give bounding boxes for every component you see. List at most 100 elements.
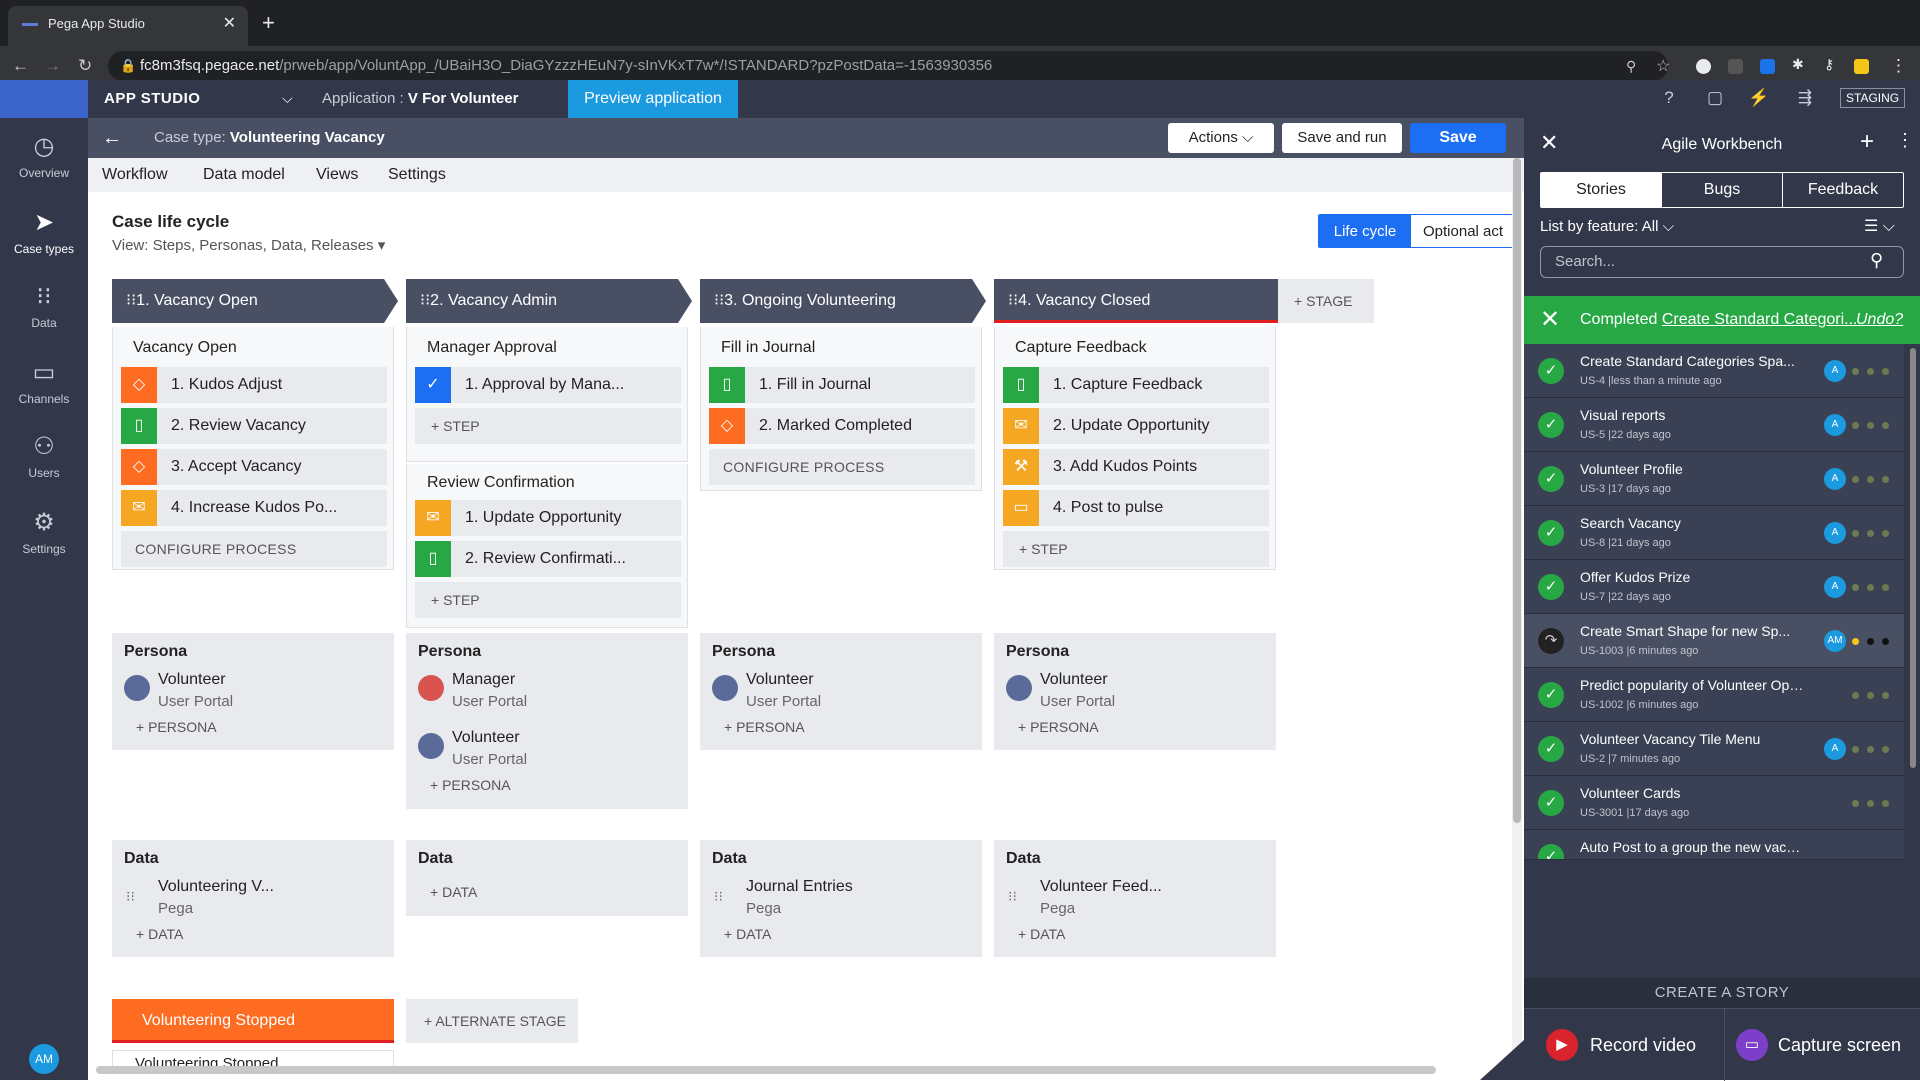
nav-channels[interactable]: ▭ Channels [0, 358, 88, 406]
tab-feedback[interactable]: Feedback [1807, 181, 1879, 198]
story-item[interactable]: ✓ Auto Post to a group the new vacanc... [1524, 830, 1904, 860]
save-button[interactable]: Save [1410, 123, 1506, 153]
step[interactable]: ✉ 2. Update Opportunity [1003, 408, 1269, 444]
add-data-button[interactable]: + DATA [724, 926, 772, 942]
pega-logo[interactable] [0, 80, 88, 118]
tab-bugs[interactable]: Bugs [1662, 173, 1783, 207]
story-item[interactable]: ↷ Create Smart Shape for new Sp... US-1003… [1524, 614, 1904, 668]
persona-item[interactable]: Volunteer User Portal [1006, 671, 1266, 719]
process-title[interactable]: Fill in Journal [721, 339, 816, 356]
data-item[interactable]: ⁝⁝ Volunteering V... Pega [126, 878, 274, 917]
reload-icon[interactable]: ↻ [78, 56, 93, 75]
close-icon[interactable]: ✕ [1540, 130, 1559, 155]
branch-icon[interactable]: ⇶ [1797, 88, 1813, 107]
story-item[interactable]: ✓ Search Vacancy US-8 |21 days ago A [1524, 506, 1904, 560]
tab-workflow[interactable]: Workflow [88, 158, 182, 195]
completed-story-link[interactable]: Create Standard Categori... [1661, 311, 1858, 328]
step[interactable]: ◇ 2. Marked Completed [709, 408, 975, 444]
step[interactable]: ▯ 1. Capture Feedback [1003, 367, 1269, 403]
stage-header[interactable]: ⁝⁝1. Vacancy Open [112, 279, 398, 323]
persona-item[interactable]: Volunteer User Portal [124, 671, 384, 719]
tab-settings[interactable]: Settings [388, 166, 446, 183]
back-arrow-icon[interactable]: ← [102, 127, 122, 149]
nav-users[interactable]: ⚇ Users [0, 432, 88, 480]
extensions-puzzle-icon[interactable]: ✱ [1792, 56, 1804, 72]
step[interactable]: ◇ 3. Accept Vacancy [121, 449, 387, 485]
undo-link[interactable]: Undo? [1856, 311, 1904, 328]
profile-icon[interactable] [1854, 59, 1869, 74]
zoom-icon[interactable]: ⚲ [1626, 58, 1637, 74]
add-persona-button[interactable]: + PERSONA [1018, 719, 1099, 735]
add-persona-button[interactable]: + PERSONA [724, 719, 805, 735]
data-item[interactable]: ⁝⁝ Journal Entries Pega [714, 878, 853, 917]
extension-icon[interactable] [1728, 59, 1743, 74]
add-data-button[interactable]: + DATA [1018, 926, 1066, 942]
story-item[interactable]: ✓ Create Standard Categories Spa... US-4 |… [1524, 344, 1904, 398]
nav-case-types[interactable]: ➤ Case types [0, 208, 88, 256]
story-item[interactable]: ✓ Visual reports US-5 |22 days ago A [1524, 398, 1904, 452]
save-and-run-button[interactable]: Save and run [1282, 123, 1402, 153]
persona-item[interactable]: Volunteer User Portal [418, 729, 678, 777]
step[interactable]: ✓ 1. Approval by Mana... [415, 367, 681, 403]
data-item[interactable]: ⁝⁝ Volunteer Feed... Pega [1008, 878, 1162, 917]
tab-data-model[interactable]: Data model [203, 166, 285, 183]
browser-menu-icon[interactable]: ⋮ [1890, 56, 1907, 75]
browser-tab[interactable]: Pega App Studio ✕ [8, 6, 248, 46]
story-item[interactable]: ✓ Offer Kudos Prize US-7 |22 days ago A [1524, 560, 1904, 614]
stage-header[interactable]: ⁝⁝4. Vacancy Closed [994, 279, 1278, 323]
address-bar[interactable]: 🔒 fc8m3fsq.pegace.net/prweb/app/VoluntAp… [108, 51, 1668, 81]
tab-stories[interactable]: Stories [1541, 173, 1662, 207]
nav-data[interactable]: ⁝⁝ Data [0, 282, 88, 330]
add-step-button[interactable]: + STEP [415, 408, 681, 444]
search-input[interactable]: Search... [1540, 246, 1904, 278]
optional-actions-toggle[interactable]: Optional act [1423, 223, 1504, 240]
extension-icon[interactable] [1696, 59, 1711, 74]
scrollbar-thumb[interactable] [1513, 158, 1521, 823]
back-icon[interactable]: ← [12, 56, 29, 75]
bookmark-star-icon[interactable]: ☆ [1656, 58, 1671, 75]
story-item[interactable]: ✓ Volunteer Profile US-3 |17 days ago A [1524, 452, 1904, 506]
extension-icon[interactable] [1760, 59, 1775, 74]
step[interactable]: ⚒ 3. Add Kudos Points [1003, 449, 1269, 485]
filter-icon[interactable]: ☰ ⌵ [1864, 218, 1895, 235]
step[interactable]: ✉ 4. Increase Kudos Po... [121, 490, 387, 526]
add-step-button[interactable]: + STEP [415, 582, 681, 618]
story-list-scrollbar[interactable] [1910, 348, 1916, 768]
process-title[interactable]: Review Confirmation [427, 474, 575, 491]
canvas-vertical-scrollbar[interactable] [1512, 158, 1522, 1072]
add-stage-button[interactable]: + STAGE [1278, 279, 1374, 323]
step[interactable]: ▯ 2. Review Vacancy [121, 408, 387, 444]
add-persona-button[interactable]: + PERSONA [430, 777, 511, 793]
add-story-icon[interactable]: + [1860, 128, 1875, 155]
life-cycle-toggle[interactable]: Life cycle [1319, 215, 1411, 247]
user-avatar[interactable]: AM [29, 1044, 59, 1074]
view-toggle[interactable]: Life cycle Optional act [1318, 214, 1518, 248]
process-title[interactable]: Vacancy Open [133, 339, 237, 356]
chevron-down-icon[interactable]: ⌵ [282, 90, 293, 106]
forward-icon[interactable]: → [44, 56, 61, 75]
process-title[interactable]: Manager Approval [427, 339, 557, 356]
tab-views[interactable]: Views [316, 166, 359, 183]
preview-application-button[interactable]: Preview application [568, 80, 738, 118]
record-video-button[interactable]: ▶ Record video [1546, 1025, 1696, 1065]
view-filter[interactable]: View: Steps, Personas, Data, Releases ▾ [112, 237, 386, 254]
more-options-icon[interactable]: ⋮ [1896, 130, 1914, 150]
configure-process-button[interactable]: CONFIGURE PROCESS [121, 531, 387, 567]
add-persona-button[interactable]: + PERSONA [136, 719, 217, 735]
step[interactable]: ◇ 1. Kudos Adjust [121, 367, 387, 403]
search-icon[interactable]: ⚲ [1870, 250, 1884, 270]
stage-header[interactable]: ⁝⁝2. Vacancy Admin [406, 279, 692, 323]
actions-button[interactable]: Actions ⌵ [1168, 123, 1274, 153]
drag-grip-icon[interactable]: ⁝⁝ [420, 292, 431, 309]
persona-item[interactable]: Volunteer User Portal [712, 671, 972, 719]
nav-overview[interactable]: ◷ Overview [0, 132, 88, 180]
add-data-button[interactable]: + DATA [136, 926, 184, 942]
step[interactable]: ▭ 4. Post to pulse [1003, 490, 1269, 526]
list-by-feature[interactable]: List by feature: All ⌵ [1540, 218, 1674, 235]
step[interactable]: ▯ 2. Review Confirmati... [415, 541, 681, 577]
lightning-icon[interactable]: ⚡ [1748, 88, 1770, 107]
step[interactable]: ✉ 1. Update Opportunity [415, 500, 681, 536]
story-item[interactable]: ✓ Volunteer Cards US-3001 |17 days ago [1524, 776, 1904, 830]
capture-screen-button[interactable]: ▭ Capture screen [1736, 1025, 1901, 1065]
help-icon[interactable]: ? [1664, 88, 1674, 107]
